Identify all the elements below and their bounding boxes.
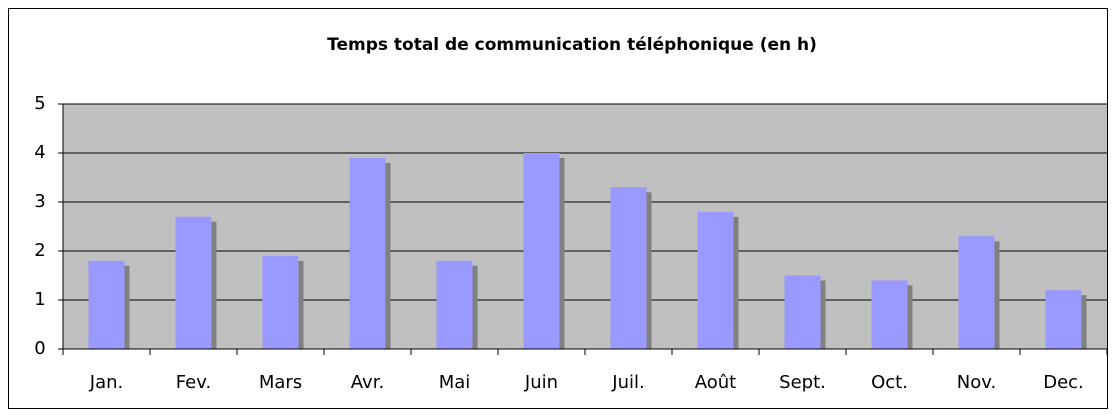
x-tick-label: Jan. bbox=[89, 372, 123, 393]
x-tick-label: Juin bbox=[524, 372, 558, 393]
bar bbox=[871, 280, 908, 349]
bar bbox=[523, 153, 560, 349]
x-tick-label: Mars bbox=[259, 372, 302, 393]
bar bbox=[175, 216, 212, 349]
plot-area bbox=[63, 104, 1107, 349]
bar bbox=[349, 157, 386, 349]
x-tick-label: Oct. bbox=[871, 372, 908, 393]
x-tick-label: Dec. bbox=[1043, 372, 1084, 393]
x-tick-label: Nov. bbox=[957, 372, 996, 393]
y-tick-label: 1 bbox=[34, 289, 45, 310]
x-tick-label: Avr. bbox=[351, 372, 384, 393]
y-tick-label: 0 bbox=[34, 338, 45, 359]
y-tick-label: 5 bbox=[34, 93, 45, 114]
y-tick-label: 2 bbox=[34, 240, 45, 261]
y-tick-label: 3 bbox=[34, 191, 45, 212]
bar bbox=[958, 236, 995, 349]
bar bbox=[1045, 290, 1082, 349]
x-tick-label: Juil. bbox=[611, 372, 644, 393]
x-tick-label: Août bbox=[695, 372, 736, 393]
x-tick-label: Fev. bbox=[176, 372, 211, 393]
bar bbox=[262, 255, 299, 349]
bar bbox=[88, 260, 125, 349]
y-tick-label: 4 bbox=[34, 142, 45, 163]
bar bbox=[436, 260, 473, 349]
chart-title: Temps total de communication téléphoniqu… bbox=[327, 35, 817, 55]
bar bbox=[610, 187, 647, 349]
bar bbox=[784, 275, 821, 349]
bar bbox=[697, 211, 734, 349]
x-tick-label: Sept. bbox=[779, 372, 826, 393]
x-tick-label: Mai bbox=[439, 372, 471, 393]
